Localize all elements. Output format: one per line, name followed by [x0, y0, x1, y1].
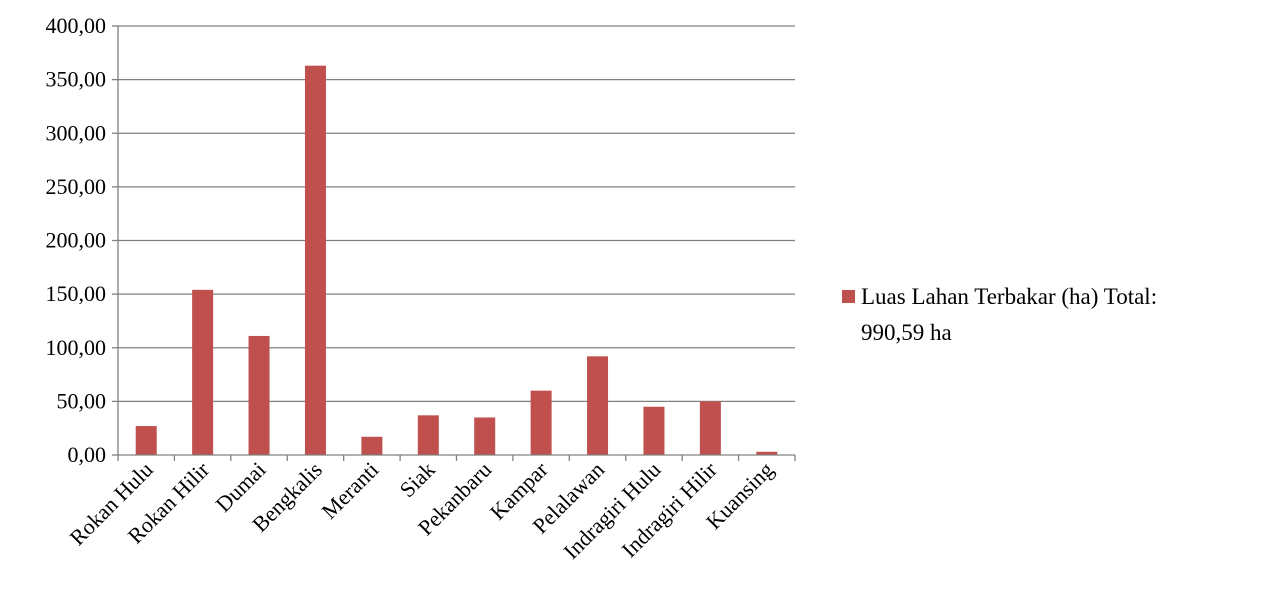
legend: Luas Lahan Terbakar (ha) Total: 990,59 h…	[842, 284, 1157, 345]
bar-rokan-hilir	[192, 289, 214, 455]
bar-bengkalis	[304, 65, 326, 456]
bars	[135, 65, 778, 456]
axes	[117, 26, 796, 461]
y-tick-label: 400,00	[46, 13, 107, 38]
bar-rokan-hulu	[135, 426, 157, 455]
legend-swatch	[842, 290, 855, 303]
y-tick-label: 300,00	[46, 120, 107, 145]
bar-kampar	[530, 390, 552, 455]
bar-siak	[417, 415, 439, 455]
y-tick-label: 50,00	[57, 388, 107, 413]
legend-label-line-2: 990,59 ha	[861, 320, 952, 345]
bar-indragiri-hulu	[643, 406, 665, 455]
bar-pekanbaru	[474, 417, 496, 455]
y-tick-label: 350,00	[46, 67, 107, 92]
x-tick-label: Siak	[394, 457, 439, 502]
bar-pelalawan	[587, 356, 609, 455]
y-tick-label: 250,00	[46, 174, 107, 199]
y-axis-ticks: 0,00 50,00 100,00 150,00 200,00 250,00 300,00 3…	[46, 13, 118, 467]
bar-meranti	[361, 436, 383, 455]
y-tick-label: 150,00	[46, 281, 107, 306]
y-tick-label: 0,00	[68, 442, 107, 467]
x-tick-label: Meranti	[316, 457, 383, 524]
gridlines	[118, 25, 795, 403]
bar-kuansing	[756, 451, 778, 455]
y-tick-label: 100,00	[46, 335, 107, 360]
y-tick-label: 200,00	[46, 228, 107, 253]
bar-indragiri-hilir	[699, 401, 721, 455]
legend-label-line-1: Luas Lahan Terbakar (ha) Total:	[861, 284, 1157, 309]
bar-dumai	[248, 335, 270, 455]
